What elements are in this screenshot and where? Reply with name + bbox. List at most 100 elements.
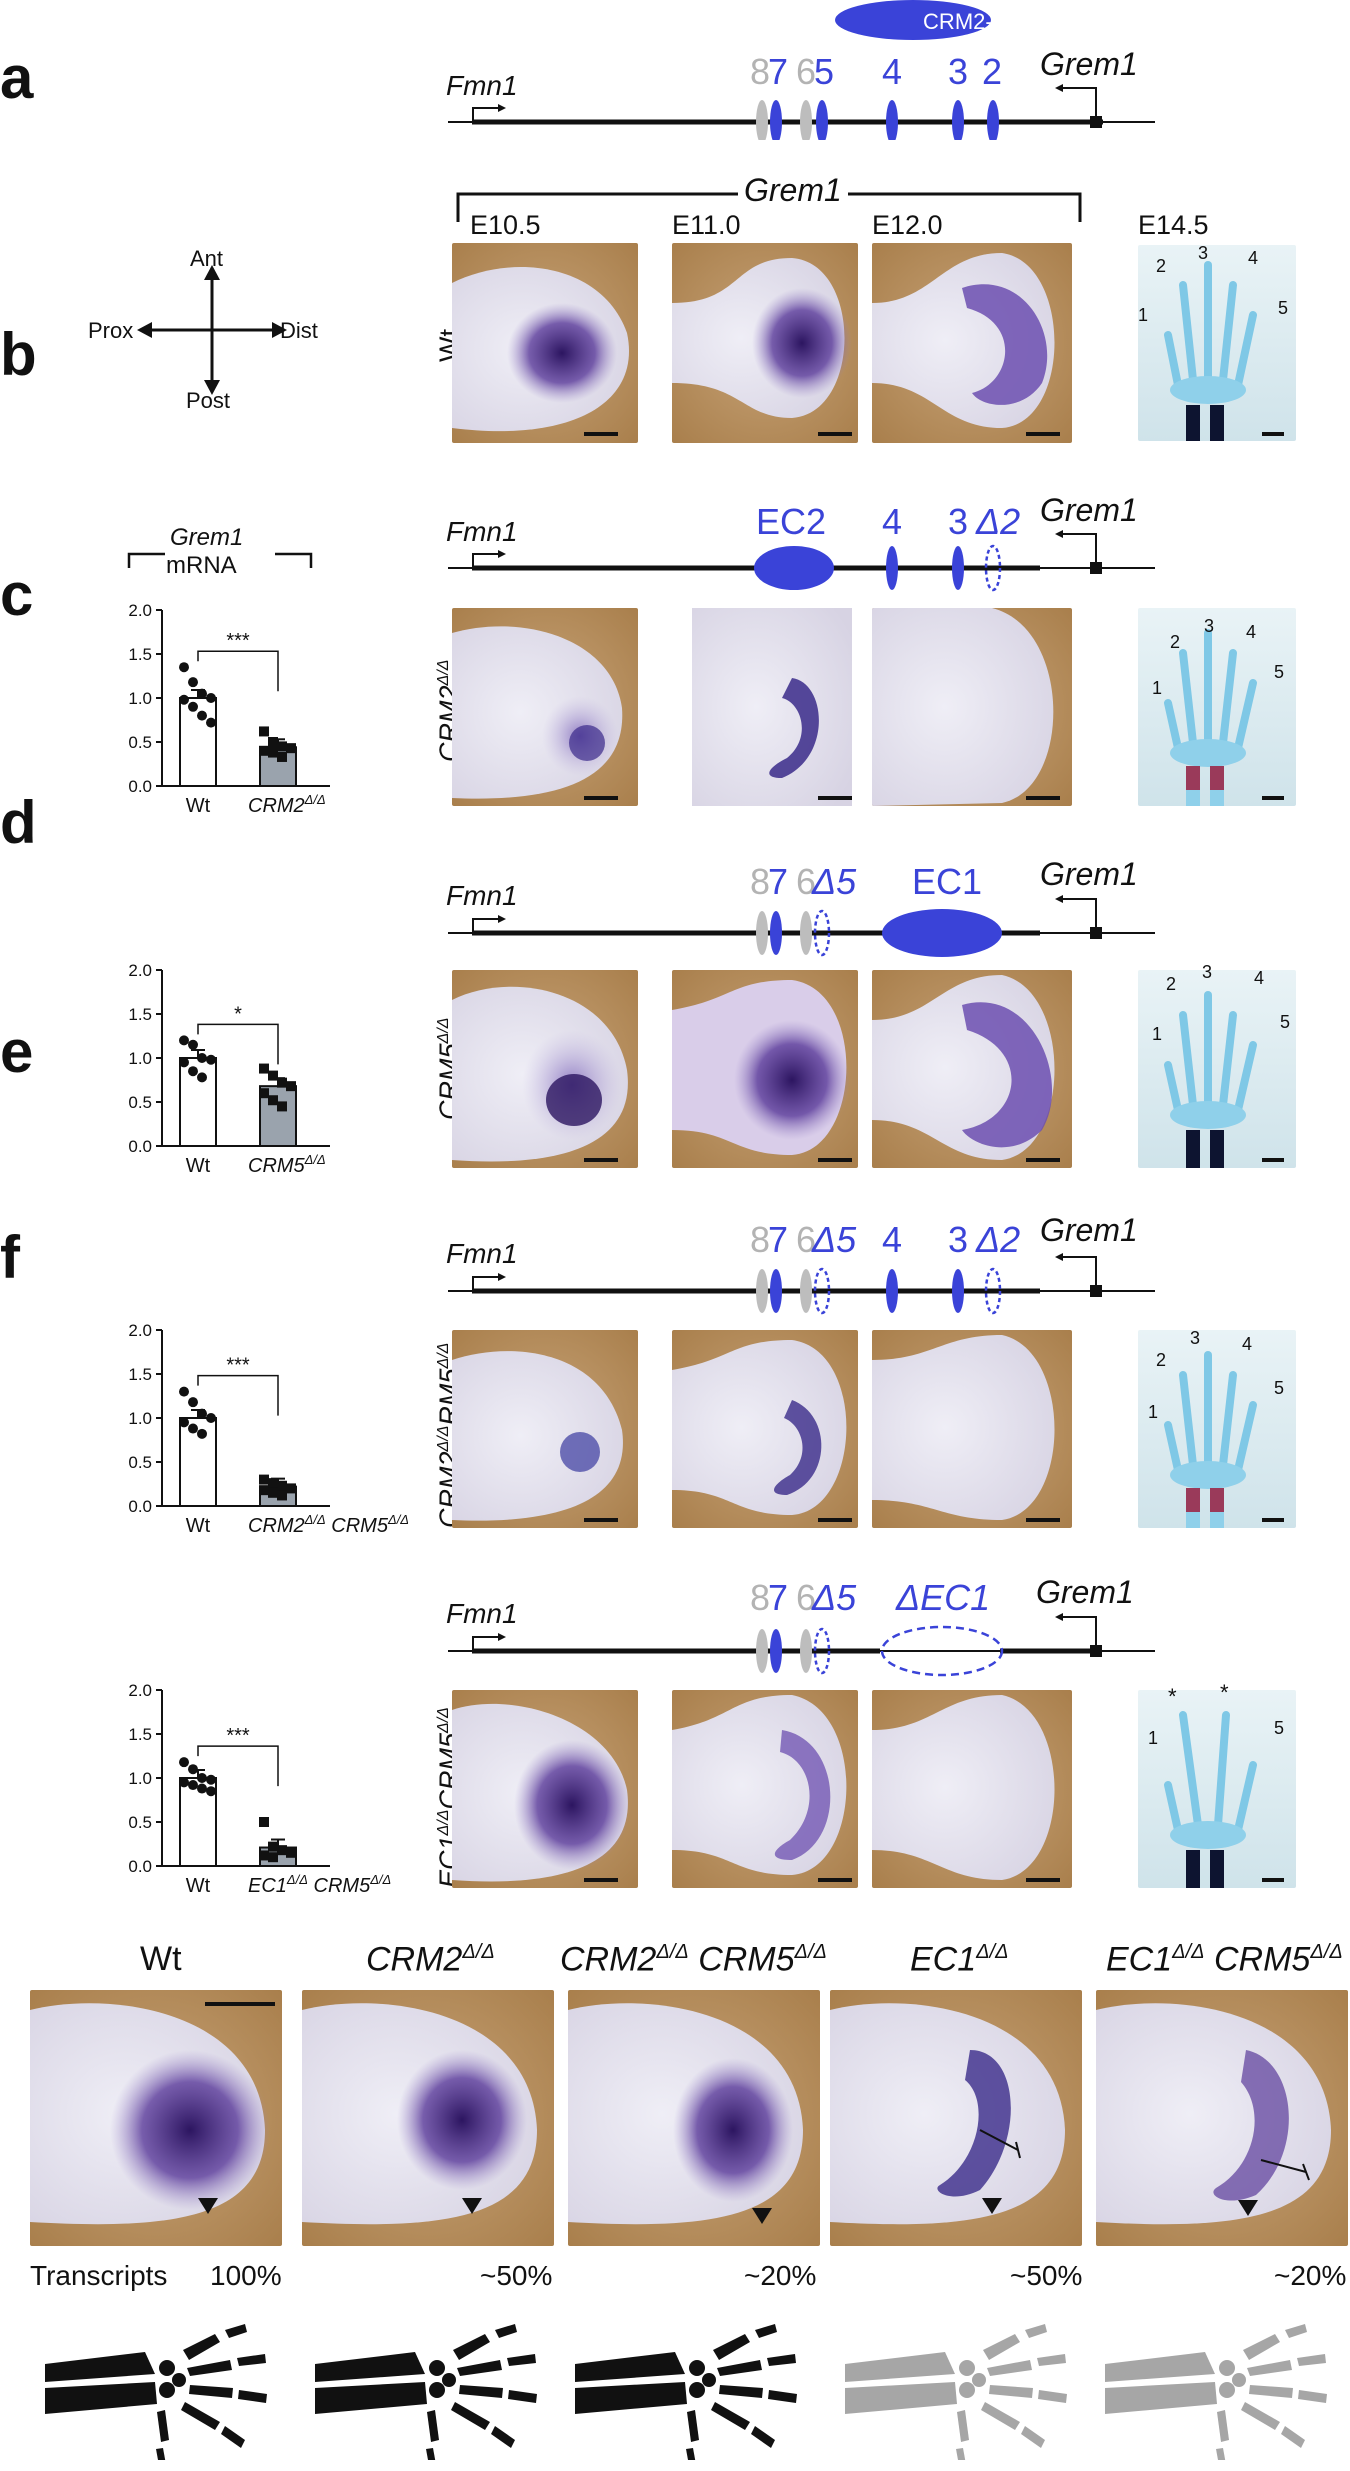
scale-bar xyxy=(1026,432,1060,436)
f-limb-photo-ec1-crm5 xyxy=(1096,1990,1348,2246)
data-point xyxy=(277,1101,287,1112)
data-point xyxy=(188,1039,198,1050)
digit-1-b: 1 xyxy=(1152,678,1163,698)
element-6-d: 6 xyxy=(796,1219,817,1260)
data-point xyxy=(286,1847,296,1858)
limb-photo-b-e10-5 xyxy=(452,608,638,806)
data-point xyxy=(188,1066,198,1077)
element-8-d: 8 xyxy=(750,1219,771,1260)
panel-letter-d: d xyxy=(0,789,37,856)
bar-chart-d: 0.0 0.5 1.0 1.5 2.0 *** Wt CRM2Δ/Δ CRM5Δ/Δ xyxy=(128,1321,409,1537)
element-7-c: 7 xyxy=(768,861,789,902)
locus-diagram-b xyxy=(448,530,1155,592)
skeleton-icon-ec1 xyxy=(845,2324,1067,2460)
data-point xyxy=(188,677,198,688)
element-8-c: 8 xyxy=(750,861,771,902)
f-limb-photo-crm2-crm5 xyxy=(568,1990,820,2246)
fmn1-label-b: Fmn1 xyxy=(446,516,518,547)
scale-bar xyxy=(584,1878,618,1882)
scale-bar xyxy=(818,1518,852,1522)
element-ec1-c: EC1 xyxy=(912,861,983,902)
element-delta5-e: Δ5 xyxy=(812,1577,857,1618)
element-8-a: 8 xyxy=(750,51,771,92)
bar xyxy=(179,697,217,787)
x-label-mutant: CRM2Δ/Δ CRM5Δ/Δ xyxy=(248,1512,409,1537)
limb-photo-b-e11-0 xyxy=(672,608,858,806)
data-point xyxy=(206,1774,216,1785)
data-point xyxy=(259,1088,269,1099)
element-6-a: 6 xyxy=(796,51,817,92)
data-point xyxy=(259,1063,269,1074)
data-point xyxy=(179,694,189,705)
data-point xyxy=(188,701,198,712)
data-point xyxy=(197,1408,207,1419)
data-point xyxy=(286,743,296,754)
y-tick-label: 0.5 xyxy=(128,1453,152,1472)
data-point xyxy=(277,1480,287,1491)
scale-bar xyxy=(818,432,852,436)
element-6-c: 6 xyxy=(796,861,817,902)
data-point xyxy=(286,1081,296,1092)
y-tick-label: 1.0 xyxy=(128,689,152,708)
x-label-wt: Wt xyxy=(186,795,211,817)
f-genotype-crm2: CRM2Δ/Δ xyxy=(366,1940,495,1979)
data-point xyxy=(188,1423,198,1434)
significance-bracket xyxy=(197,650,279,692)
significance-label: *** xyxy=(226,1355,250,1377)
data-point xyxy=(277,751,287,762)
transcript-ec1-crm5: ~20% xyxy=(1274,2260,1347,2291)
crm-network-label: CRM2-5 network xyxy=(923,9,1005,60)
transcript-wt: 100% xyxy=(210,2260,282,2291)
data-point xyxy=(268,1841,278,1852)
bar-chart-c: 0.0 0.5 1.0 1.5 2.0 * Wt CRM5Δ/Δ xyxy=(128,961,330,1177)
data-point xyxy=(277,1845,287,1856)
skeleton-photo-d xyxy=(1138,1330,1296,1528)
element-2-a: 2 xyxy=(982,51,1003,92)
element-5-a: 5 xyxy=(814,51,835,92)
scale-bar xyxy=(1262,1878,1284,1882)
digit-5-c: 5 xyxy=(1280,1012,1291,1032)
x-label-mutant: CRM2Δ/Δ xyxy=(248,792,326,817)
data-point xyxy=(197,1053,207,1063)
x-label-wt: Wt xyxy=(186,1515,211,1537)
data-point xyxy=(268,1095,278,1106)
f-genotype-wt: Wt xyxy=(140,1940,182,1978)
y-tick-label: 0.0 xyxy=(128,1857,152,1876)
data-point xyxy=(259,726,269,737)
limb-photo-d-e10-5 xyxy=(452,1330,638,1528)
grem1-label-d: Grem1 xyxy=(1040,1212,1138,1248)
plot-c: 0.0 0.5 1.0 1.5 2.0 * Wt CRM5Δ/Δ xyxy=(128,961,325,1177)
skeleton-icon-ec1-crm5 xyxy=(1105,2324,1327,2460)
element-4-d: 4 xyxy=(882,1219,903,1260)
f-limb-photo-wt xyxy=(30,1990,282,2246)
data-point xyxy=(188,1764,198,1775)
fmn1-label-c: Fmn1 xyxy=(446,880,518,911)
skeleton-photo-c xyxy=(1138,970,1296,1168)
element-7-e: 7 xyxy=(768,1577,789,1618)
y-tick-label: 1.5 xyxy=(128,1005,152,1024)
element-7-a: 7 xyxy=(768,51,789,92)
element-7-d: 7 xyxy=(768,1219,789,1260)
fmn1-label-a: Fmn1 xyxy=(446,70,518,101)
scale-bar xyxy=(584,1158,618,1162)
y-tick-label: 0.5 xyxy=(128,1813,152,1832)
y-tick-label: 0.0 xyxy=(128,1497,152,1516)
significance-bracket xyxy=(197,1023,279,1065)
data-point xyxy=(259,745,269,756)
digit-4-a: 4 xyxy=(1248,248,1259,268)
scale-bar xyxy=(1262,1158,1284,1162)
x-label-wt: Wt xyxy=(186,1875,211,1897)
data-point xyxy=(188,1397,198,1408)
skeleton-photo-b xyxy=(1138,608,1296,806)
grem1-label-b: Grem1 xyxy=(1040,492,1138,528)
data-point xyxy=(268,1852,278,1863)
y-tick-label: 1.0 xyxy=(128,1409,152,1428)
digit-1-e: 1 xyxy=(1148,1728,1159,1748)
limb-photo-b-e12-0 xyxy=(872,608,1072,806)
data-point xyxy=(197,1773,207,1783)
y-tick-label: 0.5 xyxy=(128,733,152,752)
compass-post: Post xyxy=(186,388,231,413)
data-point xyxy=(197,1072,207,1083)
skeleton-icon-crm2 xyxy=(315,2324,537,2460)
transcript-ec1: ~50% xyxy=(1010,2260,1083,2291)
